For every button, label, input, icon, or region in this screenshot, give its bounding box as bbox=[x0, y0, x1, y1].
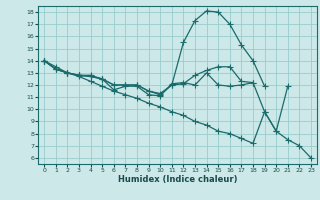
X-axis label: Humidex (Indice chaleur): Humidex (Indice chaleur) bbox=[118, 175, 237, 184]
